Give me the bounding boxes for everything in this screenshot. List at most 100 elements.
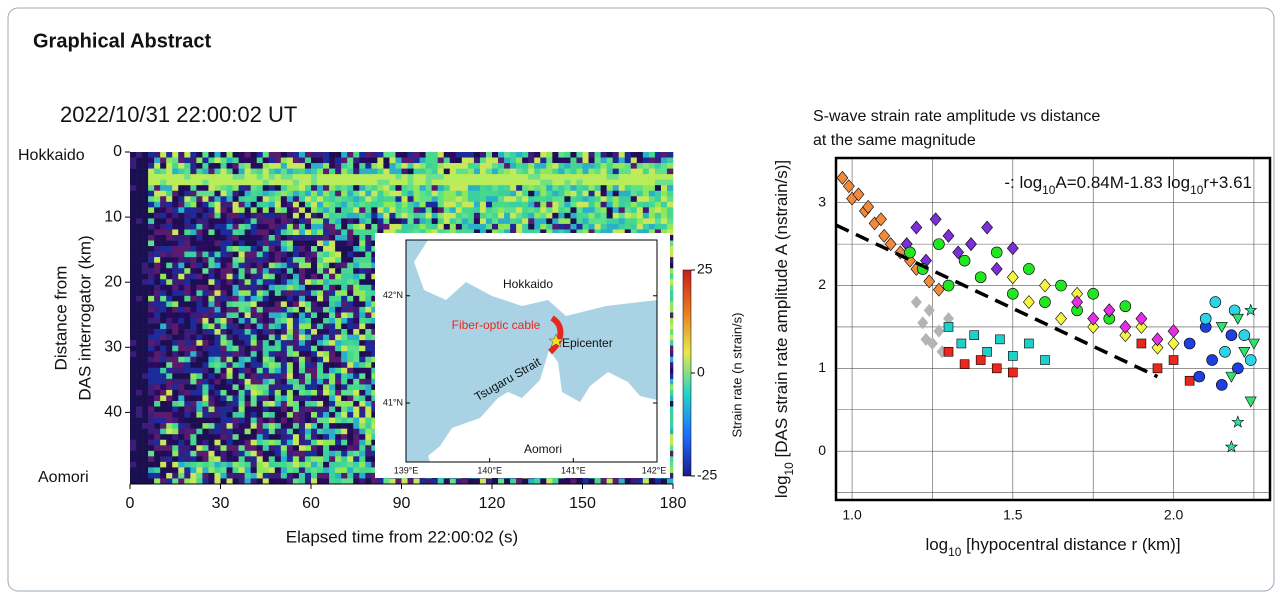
- waterfall-cell: [311, 191, 317, 197]
- waterfall-cell: [251, 207, 257, 213]
- waterfall-cell: [420, 207, 426, 213]
- waterfall-cell: [631, 180, 637, 186]
- waterfall-cell: [540, 158, 546, 164]
- waterfall-cell: [305, 218, 311, 224]
- waterfall-cell: [190, 169, 196, 175]
- waterfall-cell: [251, 196, 257, 202]
- waterfall-cell: [154, 224, 160, 230]
- waterfall-cell: [148, 379, 154, 385]
- waterfall-cell: [305, 202, 311, 208]
- waterfall-cell: [299, 407, 305, 413]
- waterfall-cell: [365, 418, 371, 424]
- waterfall-cell: [275, 263, 281, 269]
- waterfall-cell: [576, 163, 582, 169]
- waterfall-cell: [335, 290, 341, 296]
- waterfall-cell: [528, 224, 534, 230]
- waterfall-cell: [359, 434, 365, 440]
- waterfall-cell: [299, 418, 305, 424]
- waterfall-cell: [214, 340, 220, 346]
- waterfall-cell: [359, 368, 365, 374]
- waterfall-cell: [299, 296, 305, 302]
- waterfall-cell: [154, 290, 160, 296]
- waterfall-cell: [444, 196, 450, 202]
- waterfall-cell: [287, 307, 293, 313]
- waterfall-cell: [329, 235, 335, 241]
- waterfall-cell: [335, 412, 341, 418]
- waterfall-cell: [202, 368, 208, 374]
- waterfall-cell: [317, 346, 323, 352]
- waterfall-cell: [178, 362, 184, 368]
- waterfall-cell: [257, 445, 263, 451]
- waterfall-cell: [196, 185, 202, 191]
- waterfall-cell: [329, 335, 335, 341]
- waterfall-cell: [136, 324, 142, 330]
- waterfall-cell: [160, 407, 166, 413]
- waterfall-cell: [426, 191, 432, 197]
- waterfall-cell: [190, 429, 196, 435]
- waterfall-cell: [263, 307, 269, 313]
- waterfall-cell: [293, 357, 299, 363]
- waterfall-cell: [184, 312, 190, 318]
- waterfall-cell: [221, 379, 227, 385]
- waterfall-cell: [269, 235, 275, 241]
- waterfall-cell: [166, 412, 172, 418]
- waterfall-cell: [540, 185, 546, 191]
- waterfall-cell: [251, 434, 257, 440]
- waterfall-cell: [184, 185, 190, 191]
- waterfall-cell: [239, 445, 245, 451]
- waterfall-cell: [239, 268, 245, 274]
- waterfall-cell: [172, 241, 178, 247]
- waterfall-cell: [299, 279, 305, 285]
- waterfall-cell: [263, 180, 269, 186]
- waterfall-cell: [335, 241, 341, 247]
- waterfall-cell: [202, 329, 208, 335]
- waterfall-cell: [661, 207, 667, 213]
- waterfall-cell: [196, 440, 202, 446]
- waterfall-cell: [299, 213, 305, 219]
- waterfall-cell: [257, 174, 263, 180]
- waterfall-cell: [570, 169, 576, 175]
- waterfall-cell: [293, 235, 299, 241]
- waterfall-cell: [667, 207, 673, 213]
- waterfall-cell: [317, 401, 323, 407]
- waterfall-cell: [365, 152, 371, 158]
- waterfall-cell: [504, 224, 510, 230]
- waterfall-cell: [359, 395, 365, 401]
- waterfall-cell: [148, 357, 154, 363]
- waterfall-cell: [305, 429, 311, 435]
- waterfall-cell: [130, 180, 136, 186]
- waterfall-cell: [365, 268, 371, 274]
- waterfall-cell: [275, 312, 281, 318]
- waterfall-cell: [178, 252, 184, 258]
- waterfall-cell: [275, 213, 281, 219]
- waterfall-cell: [263, 191, 269, 197]
- waterfall-cell: [589, 169, 595, 175]
- waterfall-cell: [251, 312, 257, 318]
- waterfall-cell: [221, 202, 227, 208]
- waterfall-cell: [178, 263, 184, 269]
- waterfall-cell: [359, 318, 365, 324]
- waterfall-cell: [299, 229, 305, 235]
- waterfall-cell: [269, 456, 275, 462]
- waterfall-cell: [214, 235, 220, 241]
- waterfall-cell: [305, 412, 311, 418]
- waterfall-cell: [142, 373, 148, 379]
- waterfall-cell: [190, 434, 196, 440]
- waterfall-cell: [546, 207, 552, 213]
- waterfall-cell: [395, 224, 401, 230]
- waterfall-cell: [245, 329, 251, 335]
- waterfall-cell: [269, 180, 275, 186]
- waterfall-cell: [359, 290, 365, 296]
- waterfall-cell: [287, 185, 293, 191]
- waterfall-cell: [130, 456, 136, 462]
- waterfall-cell: [317, 218, 323, 224]
- waterfall-cell: [263, 196, 269, 202]
- waterfall-cell: [160, 158, 166, 164]
- waterfall-cell: [221, 279, 227, 285]
- waterfall-cell: [208, 434, 214, 440]
- waterfall-cell: [558, 202, 564, 208]
- waterfall-cell: [251, 412, 257, 418]
- waterfall-cell: [438, 191, 444, 197]
- waterfall-cell: [329, 351, 335, 357]
- waterfall-cell: [625, 169, 631, 175]
